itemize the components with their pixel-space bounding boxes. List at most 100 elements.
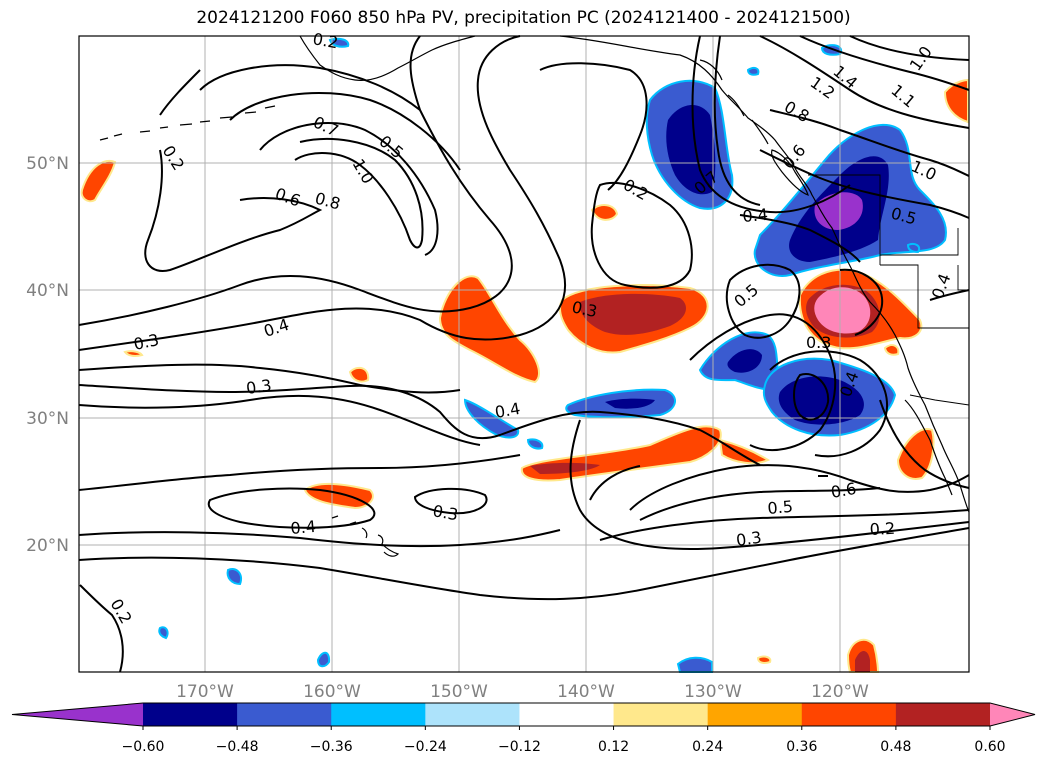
- pv-contour-line: [759, 149, 970, 219]
- contour-label: 0.2: [620, 175, 652, 204]
- pv-contour-line: [689, 313, 837, 451]
- lat-tick-label: 30°N: [26, 409, 69, 429]
- lat-tick-labels: 20°N 30°N 40°N 50°N: [26, 154, 69, 556]
- contour-label: 0.4: [261, 315, 291, 341]
- alaska-panhandle-islands: [699, 59, 769, 145]
- pv-contour-line: [199, 64, 421, 111]
- pv-contour-line: [793, 373, 830, 421]
- contour-label: 0.2: [159, 142, 189, 174]
- precip-negative-area: [316, 651, 331, 668]
- lon-tick-label: 170°W: [176, 682, 234, 702]
- precip-negative-area: [676, 656, 713, 673]
- lon-tick-label: 160°W: [303, 682, 361, 702]
- colorbar-segment: [613, 703, 709, 726]
- pv-contour-line: [78, 35, 566, 351]
- contour-label: 0.4: [928, 271, 955, 301]
- pv-contour-line: [713, 35, 761, 206]
- colorbar-extend-max: [990, 703, 1035, 726]
- contour-label: 0.3: [570, 297, 599, 321]
- pv-contour-line: [799, 35, 970, 91]
- precip-negative-area: [746, 66, 760, 76]
- colorbar-tick-label: 0.12: [598, 739, 629, 755]
- pv-contour-line: [207, 487, 376, 529]
- contour-label: 0.4: [290, 517, 317, 538]
- colorbar-tick-label: −0.36: [310, 739, 353, 755]
- colorbar-tick-label: −0.48: [216, 739, 259, 755]
- pv-contour-line: [699, 429, 761, 466]
- precip-negative-area: [906, 242, 921, 254]
- pv-contour-line: [229, 91, 461, 171]
- hawaiian-islands: [331, 515, 400, 557]
- precip-positive-area: [348, 366, 370, 383]
- pv-contour-line: [79, 584, 124, 673]
- precip-negative-area: [158, 626, 169, 640]
- pv-contour-line: [159, 69, 201, 116]
- lon-tick-labels: 170°W 160°W 150°W 140°W 130°W 120°W: [176, 682, 869, 702]
- contour-label: 0.3: [245, 376, 273, 398]
- pv-contour-line: [413, 487, 488, 515]
- map-frame: [78, 35, 970, 673]
- us-state-borders: [808, 174, 969, 329]
- baja-california-coast: [904, 399, 953, 496]
- precip-positive-area: [814, 287, 871, 334]
- colorbar-segment: [237, 703, 332, 726]
- lat-tick-label: 20°N: [26, 536, 69, 556]
- pv-contour-line: [599, 509, 970, 541]
- map-title: 2024121200 F060 850 hPa PV, precipitatio…: [196, 8, 851, 28]
- pv-contours: [78, 35, 970, 673]
- colorbar-tick-label: −0.24: [404, 739, 447, 755]
- colorbar-segment: [801, 703, 897, 726]
- lon-tick-label: 130°W: [684, 682, 742, 702]
- precip-positive-area: [438, 275, 540, 384]
- aleutian-islands: [99, 105, 276, 141]
- precip-positive-area: [579, 293, 686, 335]
- precip-positive-area: [756, 655, 772, 664]
- colorbar-tick-label: 0.60: [974, 739, 1005, 755]
- colorbar-tick-label: 0.36: [786, 739, 817, 755]
- lon-tick-label: 120°W: [811, 682, 869, 702]
- lat-tick-label: 50°N: [26, 154, 69, 174]
- precip-positive-area: [303, 482, 374, 510]
- pv-contour-line: [769, 109, 970, 177]
- pv-contour-line: [78, 454, 521, 491]
- pv-contour-line: [589, 465, 641, 501]
- pv-contour-line: [879, 399, 970, 489]
- pv-contour-line: [725, 263, 801, 339]
- pv-contour-line: [539, 62, 648, 191]
- precip-positive-area: [718, 438, 771, 465]
- pv-contour-line: [849, 35, 970, 61]
- contour-label: 0.5: [730, 280, 762, 311]
- contour-label: 0.6: [829, 479, 857, 502]
- lat-tick-label: 40°N: [26, 281, 69, 301]
- precip-negative-area: [605, 398, 655, 409]
- precip-positive-area: [943, 78, 969, 124]
- precip-shading: [80, 37, 969, 673]
- contour-label: 1.1: [887, 81, 919, 112]
- contour-label: 0.6: [779, 141, 810, 173]
- precip-positive-area: [123, 350, 144, 357]
- pv-contour-line: [78, 384, 701, 440]
- alaska-coast: [299, 35, 476, 81]
- precip-negative-area: [328, 37, 350, 48]
- precip-positive-area: [883, 344, 900, 356]
- pv-contour-line: [639, 487, 881, 521]
- lon-tick-label: 140°W: [557, 682, 615, 702]
- pv-contour-line: [839, 268, 884, 336]
- contour-label: 0.7: [310, 112, 341, 140]
- pv-contour-line: [78, 529, 561, 548]
- colorbar-segment: [143, 703, 238, 726]
- contour-label: 0.3: [431, 501, 459, 524]
- contour-label: 0.3: [735, 528, 763, 550]
- pv-contour-line: [144, 149, 323, 272]
- pv-contour-line: [769, 350, 889, 458]
- pv-contour-line: [78, 363, 461, 394]
- colorbar-tick-label: 0.48: [880, 739, 911, 755]
- precip-positive-area: [590, 204, 619, 221]
- pv-contour-line: [294, 138, 424, 249]
- pv-contour-line: [929, 289, 970, 301]
- contour-label: 0.3: [806, 333, 831, 352]
- pv-contour-line: [78, 527, 970, 601]
- colorbar-tick-label: −0.60: [122, 739, 165, 755]
- contour-label: 0.5: [767, 497, 794, 518]
- colorbar-segment: [425, 703, 520, 726]
